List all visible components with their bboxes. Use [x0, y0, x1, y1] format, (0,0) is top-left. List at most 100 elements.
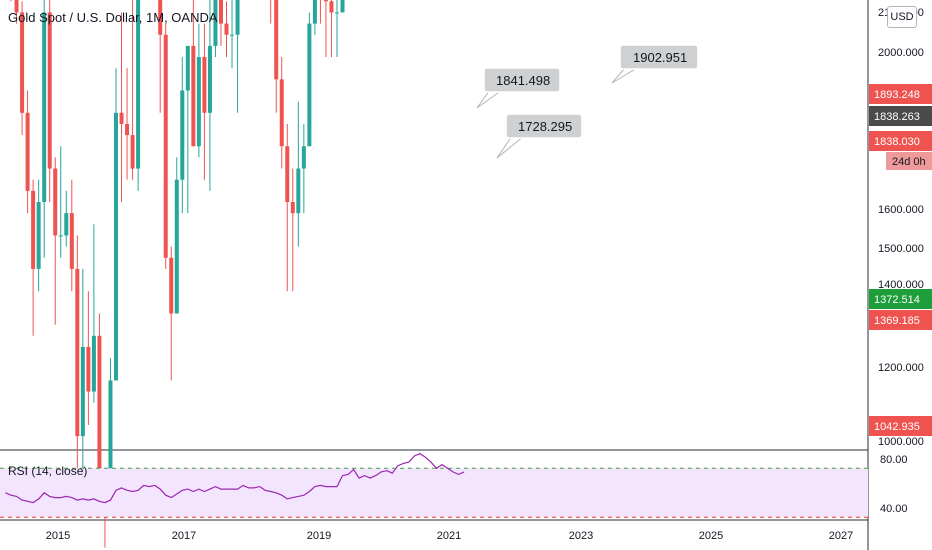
candle-body — [47, 12, 52, 169]
candle-body — [169, 257, 174, 314]
candle-body — [119, 112, 124, 124]
y-axis-tick: 1400.000 — [878, 279, 924, 291]
price-tag-bg — [869, 289, 932, 309]
x-axis-tick: 2023 — [569, 530, 593, 542]
candle-body — [335, 12, 339, 14]
candle-body — [64, 213, 69, 236]
x-axis-tick: 2027 — [829, 530, 853, 542]
rsi-label: RSI (14, close) — [8, 464, 88, 478]
callout: 1841.498 — [476, 67, 561, 109]
rsi-axis-tick: 40.00 — [880, 503, 908, 515]
candle-body — [230, 34, 235, 36]
rsi-line — [5, 452, 465, 504]
price-tag-bg — [869, 106, 932, 126]
y-axis-tick: 1500.000 — [878, 243, 924, 255]
candle-body — [290, 202, 295, 214]
price-level-tag: 1893.248 — [869, 84, 932, 104]
candle-body — [279, 79, 284, 147]
candle-body — [14, 0, 19, 13]
candle-body — [69, 213, 74, 269]
y-axis-tick: 1600.000 — [878, 204, 924, 216]
price-tag-bg — [869, 416, 932, 436]
price-tag-label: 1893.248 — [874, 89, 920, 101]
rsi-axis-tick: 80.00 — [880, 454, 908, 466]
currency-button[interactable]: USD — [887, 6, 917, 28]
price-tag-label: 1372.514 — [874, 294, 920, 306]
price-level-tag: 1042.935 — [869, 416, 932, 436]
candle-body — [329, 1, 334, 13]
chart-title: Gold Spot / U.S. Dollar, 1M, OANDA — [8, 10, 218, 25]
price-level-tag: 1369.185 — [869, 310, 932, 330]
candle-body — [323, 0, 328, 2]
candle-body — [285, 146, 290, 202]
candle-body — [202, 57, 207, 113]
candle-body — [213, 0, 218, 46]
candle-body — [20, 12, 25, 113]
candle-body — [340, 0, 345, 13]
candle-body — [180, 90, 185, 180]
candle-body — [224, 23, 229, 35]
candle-body — [235, 0, 240, 35]
price-tag-bg — [869, 84, 932, 104]
candle-body — [80, 346, 85, 437]
x-axis-tick: 2025 — [699, 530, 723, 542]
price-tag-label: 1838.263 — [874, 111, 920, 123]
candle-body — [25, 112, 30, 191]
callout-pointer — [611, 67, 639, 84]
candle-body — [301, 146, 306, 169]
price-tag-bg — [869, 131, 932, 151]
candle-body — [136, 0, 141, 169]
candle-body — [42, 12, 47, 203]
price-level-tag: 1838.263 — [869, 106, 932, 126]
candle-body — [36, 202, 41, 269]
callout-label: 1841.498 — [496, 73, 550, 88]
price-level-tag: 1372.514 — [869, 289, 932, 309]
x-axis-tick: 2017 — [172, 530, 196, 542]
y-axis-tick: 2000.000 — [878, 47, 924, 59]
y-axis-tick: 1000.000 — [878, 436, 924, 448]
candle-body — [108, 380, 113, 515]
callout-label: 1902.951 — [633, 50, 687, 65]
candle-body — [296, 168, 301, 214]
candle-body — [58, 235, 63, 237]
candle-body — [91, 335, 96, 392]
candle-body — [130, 135, 135, 169]
callout-box — [619, 44, 699, 70]
countdown-bg — [886, 152, 932, 170]
price-tag-label: 1838.030 — [874, 136, 920, 148]
candle-body — [86, 346, 91, 392]
candle-body — [31, 190, 36, 269]
candle-body — [53, 168, 58, 236]
price-tag-bg — [869, 310, 932, 330]
callout-pointer — [496, 135, 526, 159]
candle-body — [218, 0, 223, 24]
countdown-label: 24d 0h — [892, 156, 926, 168]
price-tag-label: 1042.935 — [874, 421, 920, 433]
callout-box — [505, 113, 583, 139]
candle-body — [274, 0, 279, 80]
candle-body — [185, 45, 190, 91]
callout-box — [483, 67, 561, 93]
candle-body — [191, 45, 196, 147]
candle-body — [97, 335, 102, 504]
callout: 1902.951 — [611, 44, 699, 84]
y-axis-tick: 1200.000 — [878, 362, 924, 374]
price-level-tag: 1838.030 — [869, 131, 932, 151]
candle-body — [174, 179, 179, 314]
candle-body — [312, 0, 317, 24]
callout-label: 1728.295 — [518, 119, 572, 134]
candle-body — [196, 57, 201, 147]
candle-body — [163, 34, 168, 258]
x-axis-tick: 2019 — [307, 530, 331, 542]
candle-body — [207, 45, 212, 113]
price-tag-label: 1369.185 — [874, 315, 920, 327]
candle-body — [125, 123, 130, 136]
candle-body — [114, 112, 118, 381]
candle-body — [158, 0, 163, 35]
x-axis-tick: 2015 — [46, 530, 70, 542]
countdown-tag: 24d 0h — [886, 152, 932, 170]
callout: 1728.295 — [496, 113, 583, 159]
x-axis-tick: 2021 — [437, 530, 461, 542]
candle-body — [307, 23, 312, 147]
